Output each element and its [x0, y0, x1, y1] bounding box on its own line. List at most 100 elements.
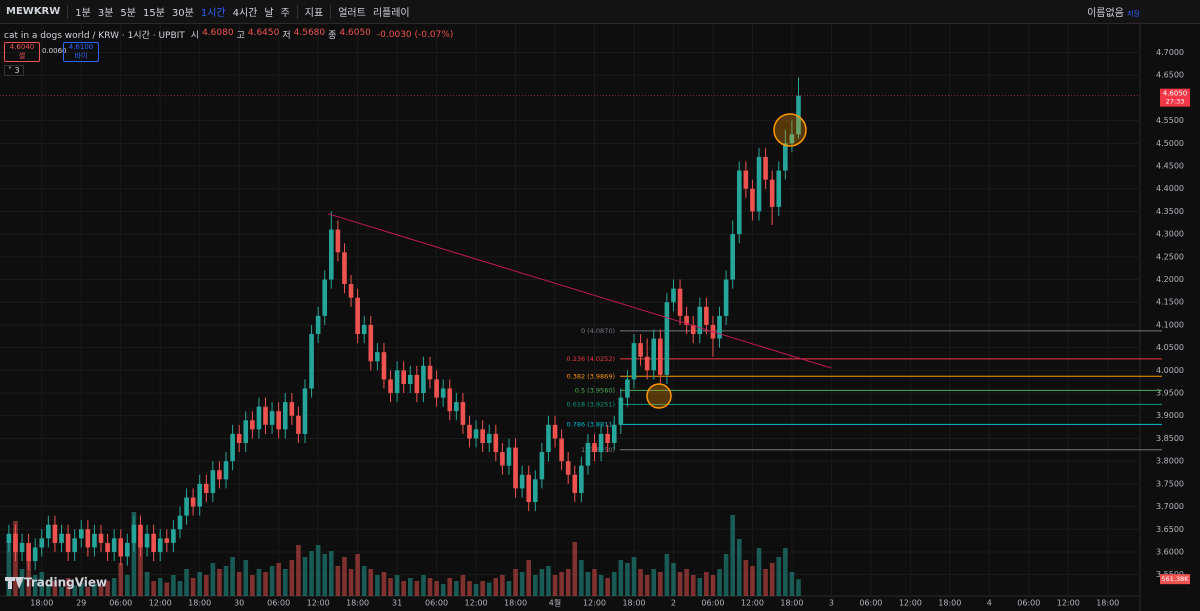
candle-body [493, 433, 499, 453]
candle-body [730, 234, 735, 280]
y-tick-label: 4.4500 [1156, 162, 1184, 171]
volume-bar [401, 581, 406, 596]
separator [330, 4, 332, 19]
candle-body [98, 533, 104, 543]
volume-bar [658, 572, 663, 596]
candle-body [407, 374, 413, 384]
volume-bar [236, 572, 242, 596]
volume-bar [473, 584, 479, 596]
candle-body [460, 402, 466, 425]
indicators-button[interactable]: 지표 [304, 8, 324, 19]
volume-bar [480, 581, 485, 596]
volume-bar [118, 563, 124, 596]
change: -0.0030 (-0.07%) [376, 29, 454, 40]
collapse-button[interactable]: ˅ 3 [4, 65, 24, 76]
sell-button[interactable]: 4.6040 셀 [4, 42, 40, 62]
volume-tag-label: 561.38K [1161, 575, 1189, 583]
volume-bar [631, 557, 637, 596]
candle-body [427, 365, 433, 380]
x-tick-label: 3 [829, 599, 834, 608]
candle-body [250, 420, 255, 430]
candle-body [388, 379, 393, 394]
x-tick-label: 12:00 [1057, 599, 1080, 608]
candle-body [684, 315, 689, 325]
volume-bar [256, 569, 262, 596]
interval-button[interactable]: 날 [264, 8, 274, 19]
candle-body [26, 542, 31, 562]
buy-button[interactable]: 4.6100 바이 [63, 42, 99, 62]
volume-bar [704, 572, 709, 596]
y-tick-label: 4.6500 [1156, 71, 1184, 80]
candle-body [750, 188, 755, 212]
candle-body [486, 433, 492, 443]
ohlc-value: 4.6080 [202, 28, 234, 38]
volume-bar [559, 572, 564, 596]
volume-bar [572, 542, 578, 596]
volume-bar [526, 560, 532, 596]
volume-bar [243, 560, 249, 596]
x-tick-label: 18:00 [780, 599, 803, 608]
volume-bar [388, 578, 393, 596]
candle-body [473, 429, 479, 439]
candle-body [756, 156, 762, 212]
candle-body [618, 397, 624, 425]
volume-bar [19, 569, 25, 596]
interval-button[interactable]: 1시간 [200, 8, 226, 19]
replay-button[interactable]: 리플레이 [372, 8, 410, 19]
candle-body [171, 529, 176, 543]
candle-body [256, 406, 262, 430]
fib-label: 0 (4.0870) [581, 327, 615, 335]
candle-body [565, 461, 571, 475]
candle-body [302, 388, 308, 434]
spread: 0.0060 [42, 47, 67, 55]
candle-body [704, 306, 709, 325]
candle-body [631, 343, 637, 380]
candle-body [539, 452, 545, 480]
symbol[interactable]: MEWKRW [6, 6, 61, 17]
logo-icon [5, 577, 24, 589]
volume-bar [743, 560, 749, 596]
y-tick-label: 3.7000 [1156, 502, 1184, 511]
ohlc-value: 4.6450 [247, 28, 280, 38]
candle-body [447, 388, 453, 412]
x-tick-label: 18:00 [30, 599, 53, 608]
volume-bar [467, 581, 472, 596]
alert-button[interactable]: 얼러트 [338, 8, 366, 19]
fib-label: 0.382 (3.9869) [567, 372, 616, 380]
ohlc-value: 4.5680 [293, 28, 326, 38]
candle-body [769, 179, 775, 207]
candle-body [59, 533, 64, 543]
layout-name[interactable]: 이름없음 저장 [1087, 4, 1140, 19]
volume-bar [368, 569, 374, 596]
candle-body [572, 474, 578, 493]
y-tick-label: 4.4000 [1156, 184, 1184, 193]
candle-body [592, 442, 597, 453]
interval-button[interactable]: 15분 [142, 8, 165, 19]
volume-bar [414, 581, 420, 596]
trend-line [327, 213, 832, 369]
candle-body [585, 442, 591, 466]
volume-bar [598, 575, 604, 596]
volume-bar [72, 585, 77, 596]
volume-bar [355, 554, 360, 596]
interval-button[interactable]: 1분 [75, 8, 91, 19]
candle-body [506, 447, 512, 466]
interval-button[interactable]: 주 [280, 8, 290, 19]
volume-bar [454, 581, 459, 596]
volume-bar [394, 575, 400, 596]
volume-tag [1160, 574, 1190, 585]
interval-button[interactable]: 3분 [97, 8, 114, 19]
volume-bar [111, 578, 117, 596]
volume-bar [302, 557, 308, 596]
x-tick-label: 06:00 [701, 599, 724, 608]
volume-bar [78, 582, 84, 596]
candle-body [796, 95, 801, 135]
x-tick-label: 4 [987, 599, 992, 608]
volume-bar [289, 560, 295, 596]
interval-button[interactable]: 5분 [120, 8, 136, 19]
interval-button[interactable]: 30분 [171, 8, 194, 19]
interval-button[interactable]: 4시간 [232, 8, 258, 19]
candle-body [664, 302, 670, 375]
y-tick-label: 3.9500 [1156, 389, 1184, 398]
volume-bar [282, 569, 288, 596]
